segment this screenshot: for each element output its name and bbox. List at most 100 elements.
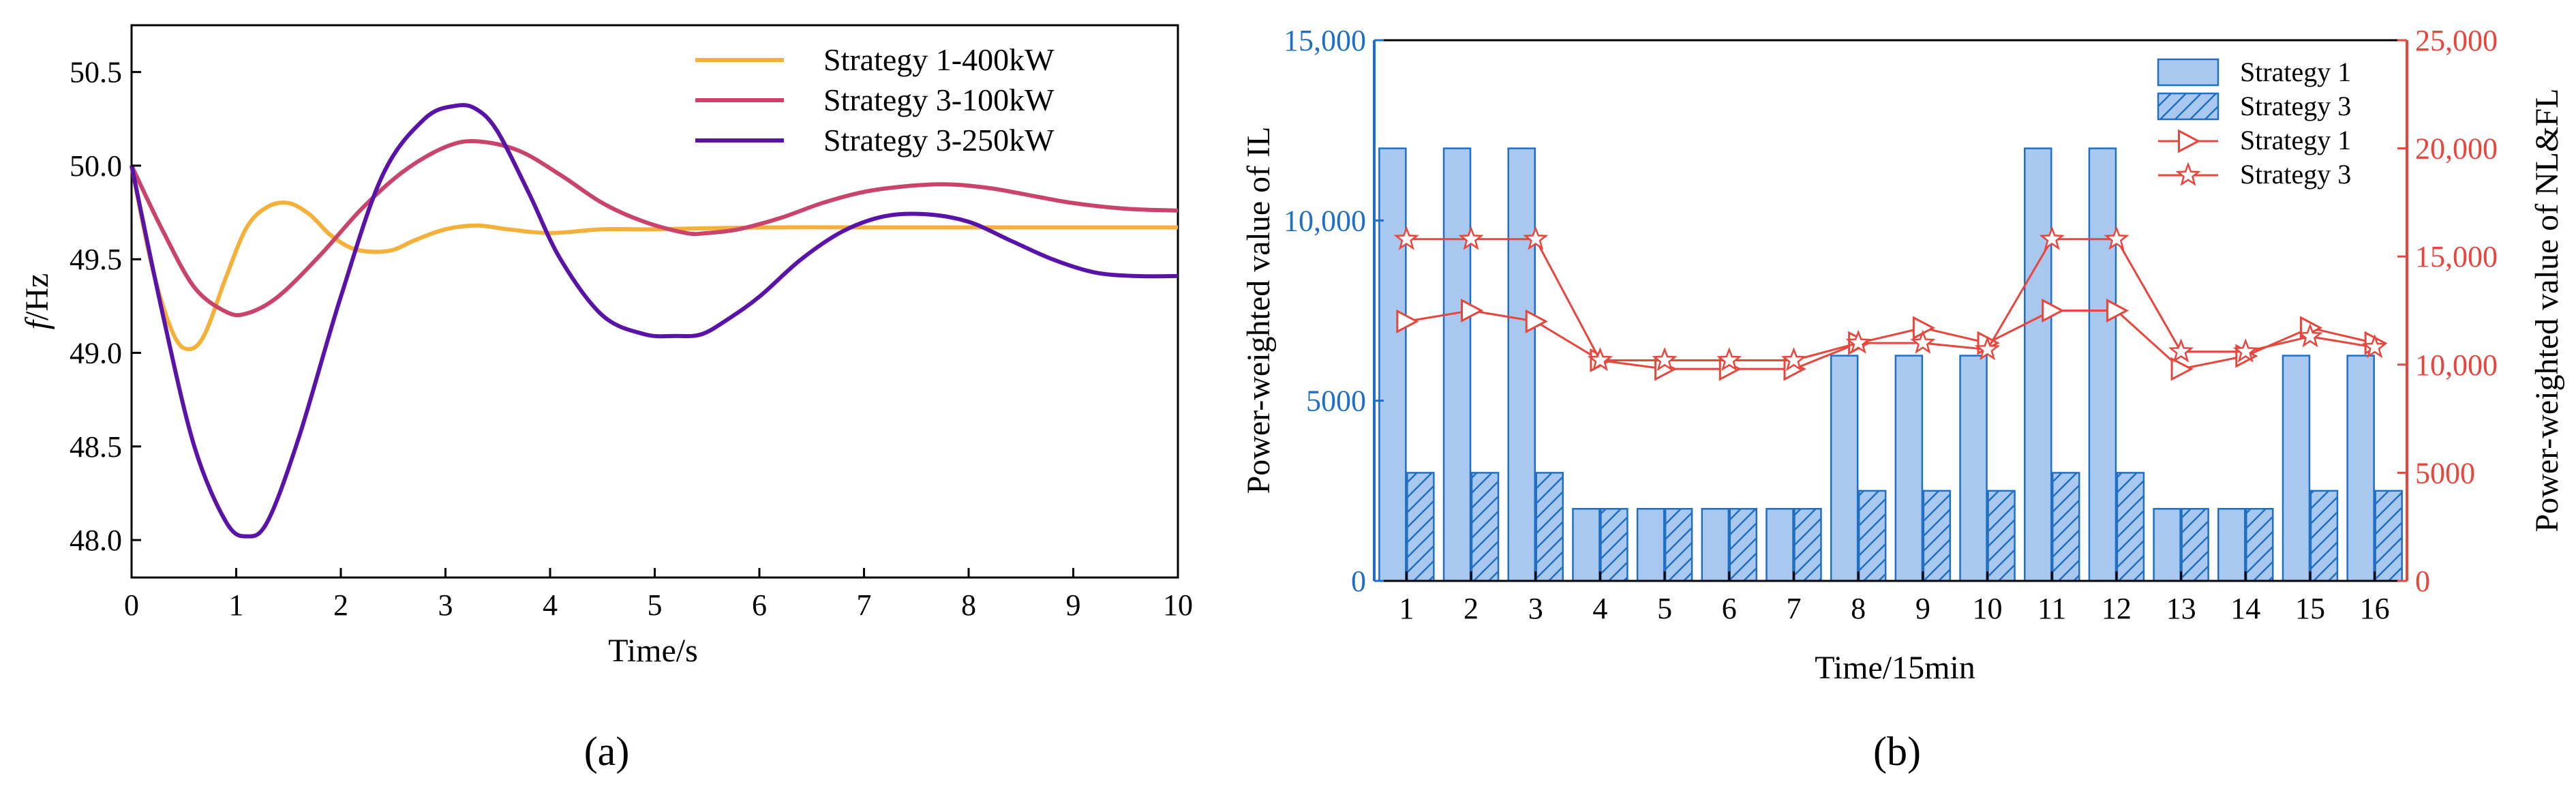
chart-b-point-strategy3 bbox=[2297, 323, 2323, 348]
chart-a-x-axis-label: Time/s bbox=[608, 633, 698, 669]
chart-b-right-y-axis-label: Power-weighted value of NL&FL bbox=[2529, 89, 2565, 532]
chart-b-point-strategy3 bbox=[1458, 226, 1484, 250]
chart-b-bar-strategy1 bbox=[1572, 508, 1601, 582]
chart-b-left-y-tick-label: 10,000 bbox=[1284, 204, 1366, 237]
chart-b-bar-strategy3 bbox=[1535, 472, 1564, 582]
chart-b-point-strategy3 bbox=[1716, 346, 1742, 372]
chart-b-panel-label: (b) bbox=[1873, 729, 1921, 774]
chart-b-bar-strategy1 bbox=[1894, 355, 1924, 582]
chart-b-bar-strategy3 bbox=[1664, 508, 1693, 582]
chart-b-point-strategy1 bbox=[2170, 357, 2194, 381]
chart-b: 1 2 3 4 5 6 7 8 9 10 11 12 13 14 15 16 0500010,00015,00… bbox=[1241, 24, 2565, 774]
chart-b-bar-strategy1 bbox=[1959, 355, 1988, 582]
chart-b-point-strategy3 bbox=[2039, 226, 2065, 250]
chart-a-y-tick-label: 50.5 bbox=[70, 56, 122, 89]
chart-b-legend-label-bar-strategy3: Strategy 3 bbox=[2240, 91, 2351, 121]
chart-b-point-strategy1 bbox=[1461, 299, 1484, 322]
chart-b-legend-label-bar-strategy1: Strategy 1 bbox=[2240, 57, 2351, 87]
chart-b-left-y-tick-label: 0 bbox=[1351, 565, 1366, 598]
chart-b-bar-strategy3 bbox=[2116, 472, 2145, 582]
chart-b-bar-strategy1 bbox=[2153, 508, 2181, 582]
chart-b-bar-strategy3 bbox=[1793, 508, 1822, 582]
chart-a-y-tick-label: 50.0 bbox=[70, 149, 122, 183]
chart-b-bar-strategy3 bbox=[2181, 508, 2209, 582]
chart-a-lines bbox=[130, 103, 1179, 539]
chart-b-x-tick-label: 8 bbox=[1851, 592, 1866, 625]
chart-b-bar-strategy1 bbox=[1378, 147, 1407, 582]
chart-b-x-tick-label: 14 bbox=[2230, 592, 2260, 625]
chart-b-right-y-tick-label: 10,000 bbox=[2415, 348, 2498, 382]
chart-b-point-strategy3 bbox=[1974, 336, 2001, 361]
chart-b-legend-swatch-bar-strategy1 bbox=[2157, 58, 2219, 87]
chart-b-x-tick-label: 12 bbox=[2102, 592, 2132, 625]
chart-b-right-y-tick-label: 0 bbox=[2415, 565, 2430, 598]
chart-b-point-strategy3 bbox=[1587, 346, 1613, 372]
chart-a-x-tick-label: 1 bbox=[229, 588, 244, 622]
chart-a-x-tick-label: 7 bbox=[857, 588, 872, 622]
chart-b-x-tick-label: 7 bbox=[1786, 592, 1801, 625]
chart-b-left-y-axis-label: Power-weighted value of IL bbox=[1241, 127, 1277, 494]
chart-b-legend-label-line-strategy1: Strategy 1 bbox=[2240, 125, 2351, 155]
chart-b-x-tick-label: 1 bbox=[1399, 592, 1414, 625]
chart-b-point-strategy3 bbox=[1393, 226, 1420, 250]
chart-a-x-tick-label: 0 bbox=[124, 588, 139, 622]
chart-b-point-strategy3 bbox=[1845, 329, 1871, 354]
chart-a-legend: Strategy 1-400kW Strategy 3-100kW Strategy… bbox=[695, 42, 1055, 158]
chart-b-bar-strategy1 bbox=[1507, 147, 1536, 582]
chart-b-x-tick-label: 9 bbox=[1915, 592, 1930, 625]
chart-b-left-y-ticks: 0 5000 10,000 15,000 bbox=[1284, 24, 1384, 598]
chart-b-x-tick-label: 13 bbox=[2166, 592, 2196, 625]
chart-a-panel-label: (a) bbox=[584, 729, 630, 774]
chart-b-x-ticks: 1 2 3 4 5 6 7 8 9 10 11 12 13 14 15 16 bbox=[1399, 571, 2390, 625]
chart-a-series-line-2 bbox=[130, 138, 1179, 318]
chart-b-bar-strategy1 bbox=[1442, 147, 1472, 582]
chart-b-x-tick-label: 6 bbox=[1722, 592, 1737, 625]
chart-b-x-tick-label: 11 bbox=[2037, 592, 2066, 625]
chart-a-y-axis-label: f/Hz bbox=[19, 273, 55, 330]
chart-b-right-y-tick-label: 5000 bbox=[2415, 456, 2475, 490]
chart-b-point-strategy3 bbox=[2168, 338, 2194, 363]
chart-b-left-y-tick-label: 15,000 bbox=[1284, 24, 1366, 57]
chart-b-right-y-tick-label: 25,000 bbox=[2415, 24, 2498, 57]
chart-b-point-strategy3 bbox=[2104, 226, 2130, 250]
chart-b-legend: Strategy 1 Strategy 3 Strategy 1 Strategy 3 bbox=[2157, 57, 2351, 190]
chart-b-bar-strategy1 bbox=[2346, 355, 2375, 582]
chart-b-bar-strategy3 bbox=[2051, 472, 2080, 582]
chart-a-x-tick-label: 10 bbox=[1163, 588, 1193, 622]
chart-b-point-strategy3 bbox=[1652, 346, 1678, 372]
chart-b-bar-strategy1 bbox=[2217, 508, 2246, 582]
chart-b-line-strategy3 bbox=[1406, 238, 2375, 361]
chart-a-x-tick-label: 6 bbox=[752, 588, 767, 622]
chart-a-legend-label-2: Strategy 3-100kW bbox=[823, 82, 1055, 117]
chart-b-bar-strategy1 bbox=[1701, 508, 1730, 582]
chart-b-point-strategy3 bbox=[1910, 329, 1936, 354]
chart-b-x-tick-label: 5 bbox=[1657, 592, 1672, 625]
chart-b-lines bbox=[1393, 226, 2388, 381]
chart-b-bar-strategy3 bbox=[1922, 490, 1952, 582]
chart-b-bar-strategy3 bbox=[2309, 490, 2339, 582]
chart-b-bar-strategy1 bbox=[2282, 355, 2311, 582]
chart-b-right-y-ticks: 0 5000 10,000 15,000 20,000 25,000 bbox=[2397, 24, 2498, 598]
chart-b-bar-strategy3 bbox=[1406, 472, 1435, 582]
chart-b-x-tick-label: 16 bbox=[2360, 592, 2390, 625]
chart-b-x-tick-label: 4 bbox=[1592, 592, 1607, 625]
chart-b-legend-swatch-bar-strategy3 bbox=[2157, 92, 2219, 121]
chart-a-x-tick-label: 4 bbox=[543, 588, 558, 622]
chart-a-x-tick-label: 8 bbox=[961, 588, 976, 622]
chart-a-y-ticks: 48.0 48.5 49.0 49.5 50.0 50.5 bbox=[70, 56, 141, 557]
chart-b-right-y-tick-label: 20,000 bbox=[2415, 132, 2498, 166]
chart-b-point-strategy1 bbox=[2042, 299, 2065, 322]
chart-b-point-strategy1 bbox=[1396, 309, 1419, 333]
chart-b-bar-strategy3 bbox=[1987, 490, 2016, 582]
chart-b-legend-marker-strategy3 bbox=[2175, 162, 2201, 186]
chart-b-x-tick-label: 2 bbox=[1464, 592, 1479, 625]
chart-b-point-strategy3 bbox=[2361, 333, 2388, 359]
chart-b-x-tick-label: 3 bbox=[1528, 592, 1543, 625]
chart-a-x-tick-label: 2 bbox=[333, 588, 348, 622]
chart-b-point-strategy1 bbox=[1525, 309, 1548, 333]
chart-b-point-strategy1 bbox=[2106, 299, 2130, 322]
chart-b-legend-marker-strategy1 bbox=[2178, 129, 2201, 153]
chart-b-bar-strategy3 bbox=[1600, 508, 1628, 582]
chart-b-bar-strategy3 bbox=[1858, 490, 1887, 582]
